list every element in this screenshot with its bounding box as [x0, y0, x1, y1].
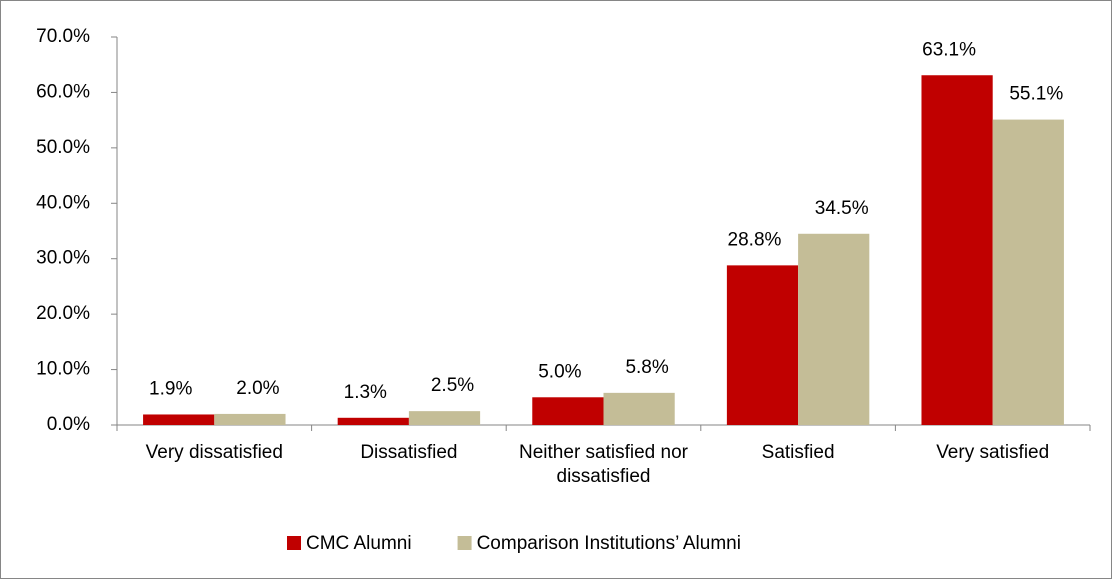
- bar: [726, 265, 799, 425]
- bar: [798, 233, 870, 425]
- y-tick-label: 30.0%: [36, 248, 90, 269]
- data-label: 5.0%: [538, 361, 581, 382]
- data-label: 2.5%: [431, 375, 474, 396]
- data-label: 1.9%: [149, 378, 192, 399]
- data-label: 1.3%: [344, 382, 387, 403]
- data-label: 63.1%: [922, 39, 976, 60]
- y-tick-label: 20.0%: [36, 303, 90, 324]
- y-tick-label: 10.0%: [36, 359, 90, 380]
- legend-label: CMC Alumni: [306, 533, 412, 554]
- data-label: 5.8%: [625, 357, 668, 378]
- bar: [992, 119, 1064, 426]
- legend-label: Comparison Institutions’ Alumni: [477, 533, 741, 554]
- y-tick-label: 70.0%: [36, 26, 90, 47]
- bar: [214, 413, 286, 425]
- legend-swatch: [457, 536, 472, 550]
- x-tick-label: Neither satisfied nor dissatisfied: [519, 442, 688, 487]
- y-tick-label: 50.0%: [36, 137, 90, 158]
- y-tick-label: 60.0%: [36, 81, 90, 102]
- x-tick-label: Satisfied: [761, 442, 835, 463]
- bar: [921, 75, 993, 425]
- x-tick-label: Very dissatisfied: [145, 442, 283, 463]
- data-label: 34.5%: [815, 198, 869, 219]
- legend-swatch: [287, 536, 301, 550]
- x-tick-label: Dissatisfied: [360, 442, 458, 463]
- bar: [532, 397, 604, 425]
- y-tick-label: 40.0%: [36, 192, 90, 213]
- bar: [408, 411, 481, 425]
- bar: [337, 417, 409, 425]
- data-label: 55.1%: [1009, 84, 1063, 105]
- data-label: 2.0%: [236, 378, 279, 399]
- bar: [143, 414, 215, 425]
- x-tick-label: Very satisfied: [936, 442, 1050, 463]
- data-label: 28.8%: [728, 229, 782, 250]
- bar: [603, 392, 675, 425]
- y-tick-label: 0.0%: [47, 414, 90, 435]
